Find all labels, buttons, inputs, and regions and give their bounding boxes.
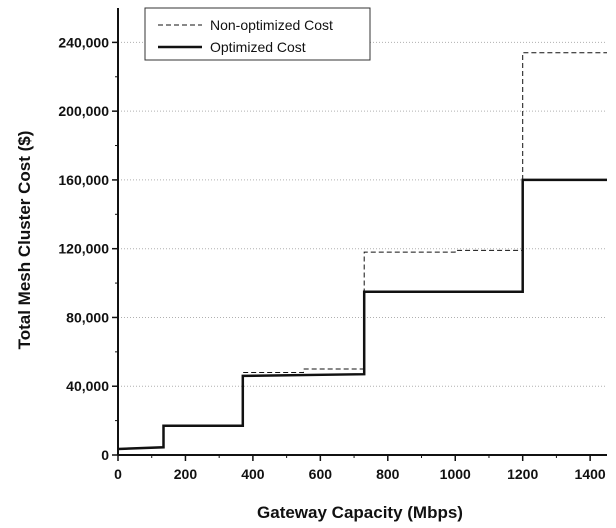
y-tick-label-2: 80,000 bbox=[66, 309, 109, 325]
x-tick-label-6: 1200 bbox=[507, 466, 538, 482]
y-tick-label-5: 200,000 bbox=[58, 103, 109, 119]
y-tick-label-4: 160,000 bbox=[58, 172, 109, 188]
series-line-optimized bbox=[117, 178, 607, 451]
x-tick-label-4: 800 bbox=[376, 466, 400, 482]
x-tick-label-5: 1000 bbox=[440, 466, 471, 482]
legend-label-non-optimized: Non-optimized Cost bbox=[210, 17, 333, 33]
series-layer bbox=[117, 52, 607, 451]
y-tick-label-0: 0 bbox=[101, 447, 109, 463]
y-tick-label-1: 40,000 bbox=[66, 378, 109, 394]
x-axis-title: Gateway Capacity (Mbps) bbox=[257, 503, 463, 522]
legend-label-optimized: Optimized Cost bbox=[210, 39, 306, 55]
y-tick-label-3: 120,000 bbox=[58, 241, 109, 257]
legend-box bbox=[144, 7, 371, 61]
y-axis-title: Total Mesh Cluster Cost ($) bbox=[15, 131, 34, 350]
legend: Non-optimized Cost Optimized Cost bbox=[144, 7, 371, 61]
x-tick-label-7: 1400 bbox=[575, 466, 606, 482]
y-tick-label-6: 240,000 bbox=[58, 34, 109, 50]
x-tick-label-2: 400 bbox=[241, 466, 265, 482]
axes-layer bbox=[117, 8, 607, 456]
x-tick-label-3: 600 bbox=[309, 466, 333, 482]
x-tick-label-1: 200 bbox=[174, 466, 198, 482]
x-tick-label-0: 0 bbox=[114, 466, 122, 482]
ticks-layer: 0 40,000 80,000 120,000 160,000 200,000 240,00… bbox=[58, 34, 606, 482]
